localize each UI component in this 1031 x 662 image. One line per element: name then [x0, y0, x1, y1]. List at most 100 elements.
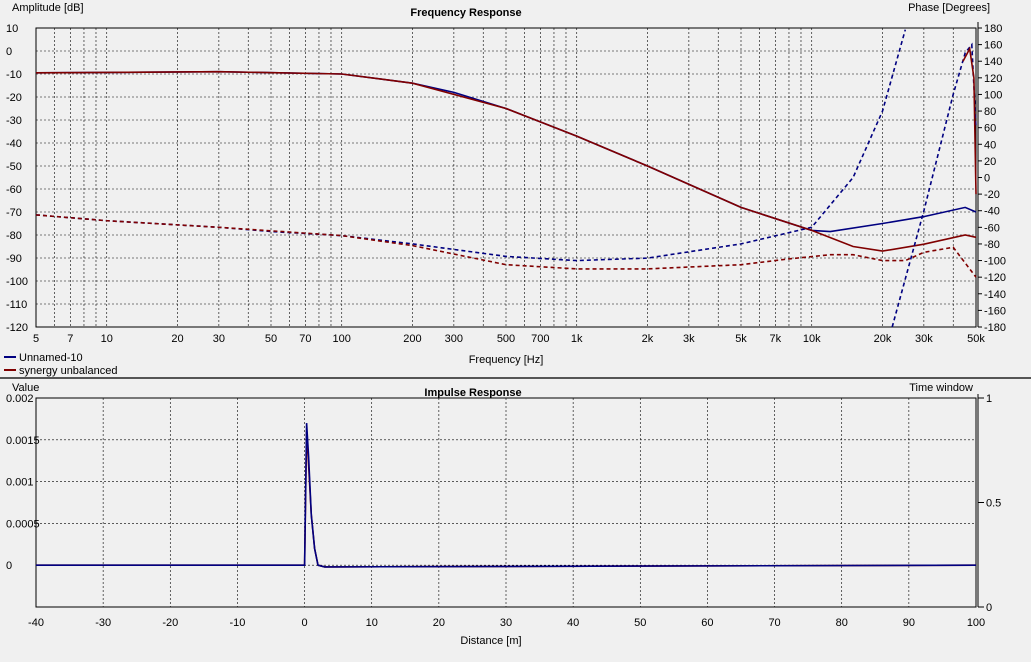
fr-ytick-label: -120: [6, 322, 28, 334]
fr-xtick-label: 200: [403, 333, 421, 345]
ir-xlabel: Distance [m]: [460, 635, 521, 647]
fr-title: Frequency Response: [410, 7, 521, 19]
ir-xtick-label: 10: [366, 617, 378, 629]
fr-xtick-label: 2k: [642, 333, 654, 345]
fr-xtick-label: 7: [67, 333, 73, 345]
frequency-response-panel: 5 7 10 20 30 50 70 100 200 300 500 700 1k 2k 3k 5k 7k 10k…: [4, 2, 1006, 377]
fr-ytick-label: -100: [6, 276, 28, 288]
legend-label-synergy-unbalanced: synergy unbalanced: [19, 365, 117, 377]
ir-xtick-label: 70: [768, 617, 780, 629]
fr-y2tick-label: -100: [984, 256, 1006, 268]
fr-ytick-label: 10: [6, 23, 18, 35]
fr-ytick-label: -30: [6, 115, 22, 127]
ir-ytick-label: 0.0005: [6, 518, 40, 530]
fr-y2tick-label: -120: [984, 272, 1006, 284]
fr-ytick-label: -50: [6, 161, 22, 173]
ir-xtick-label: -40: [28, 617, 44, 629]
legend: Unnamed-10 synergy unbalanced: [4, 352, 117, 377]
fr-xtick-label: 500: [497, 333, 515, 345]
fr-xtick-label: 1k: [571, 333, 583, 345]
fr-y2tick-label: -180: [984, 322, 1006, 334]
ir-series-line-1: [36, 423, 977, 568]
fr-y2tick-label: 80: [984, 106, 996, 118]
fr-xtick-label: 30k: [915, 333, 933, 345]
fr-series-line-5: [962, 46, 977, 195]
fr-y2tick-label: 120: [984, 73, 1002, 85]
ir-xtick-label: 20: [433, 617, 445, 629]
fr-xtick-label: 5k: [735, 333, 747, 345]
fr-y2label: Phase [Degrees]: [908, 2, 990, 14]
fr-ytick-label: -40: [6, 138, 22, 150]
fr-y2tick-label: 60: [984, 123, 996, 135]
fr-ytick-label: -80: [6, 230, 22, 242]
ir-xtick-label: 60: [701, 617, 713, 629]
fr-ytick-label: -90: [6, 253, 22, 265]
ir-xtick-label: -30: [95, 617, 111, 629]
ir-tick-labels: -40 -30 -20 -10 0 10 20 30 40 50 60 70 80 90 1000.0020…: [6, 393, 1001, 629]
ir-xtick-label: 40: [567, 617, 579, 629]
fr-y2tick-label: 20: [984, 156, 996, 168]
fr-xtick-label: 100: [333, 333, 351, 345]
ir-y2tick-label: 0.5: [986, 498, 1001, 510]
fr-y2tick-label: 160: [984, 40, 1002, 52]
ir-title: Impulse Response: [424, 387, 521, 399]
fr-ylabel: Amplitude [dB]: [12, 2, 84, 14]
ir-ytick-label: 0.0015: [6, 435, 40, 447]
ir-xtick-label: 100: [967, 617, 985, 629]
ir-xtick-label: -20: [162, 617, 178, 629]
fr-tick-labels: 5 7 10 20 30 50 70 100 200 300 500 700 1k 2k 3k 5k 7k 10k…: [6, 22, 1006, 345]
ir-xtick-label: 50: [634, 617, 646, 629]
fr-xtick-label: 10: [101, 333, 113, 345]
fr-xtick-label: 20: [171, 333, 183, 345]
fr-ytick-label: -70: [6, 207, 22, 219]
fr-xtick-label: 7k: [770, 333, 782, 345]
ir-xtick-label: 30: [500, 617, 512, 629]
fr-xtick-label: 10k: [803, 333, 821, 345]
ir-xtick-label: 90: [903, 617, 915, 629]
fr-xtick-label: 50k: [967, 333, 985, 345]
ir-xtick-label: 0: [302, 617, 308, 629]
fr-y2tick-label: -20: [984, 189, 1000, 201]
fr-y2tick-label: -140: [984, 289, 1006, 301]
ir-ylabel: Value: [12, 382, 39, 394]
fr-y2tick-label: -40: [984, 206, 1000, 218]
fr-ytick-label: -60: [6, 184, 22, 196]
fr-ytick-label: -110: [6, 299, 27, 311]
fr-xtick-label: 5: [33, 333, 39, 345]
fr-y2tick-label: 0: [984, 173, 990, 185]
fr-ytick-label: -10: [6, 69, 22, 81]
fr-ytick-label: -20: [6, 92, 22, 104]
ir-y2tick-label: 1: [986, 393, 992, 405]
fr-series-line-2: [35, 70, 977, 252]
fr-xtick-label: 30: [213, 333, 225, 345]
ir-y2tick-label: 0: [986, 602, 992, 614]
fr-series-group: [35, 29, 977, 328]
impulse-response-panel: -40 -30 -20 -10 0 10 20 30 40 50 60 70 80 90 1000.0020…: [6, 382, 1001, 647]
fr-y2tick-label: 140: [984, 56, 1002, 68]
fr-ytick-label: 0: [6, 46, 12, 58]
legend-label-unnamed-10: Unnamed-10: [19, 352, 83, 364]
fr-y2tick-label: 180: [984, 23, 1002, 35]
ir-xtick-label: 80: [836, 617, 848, 629]
fr-y2tick-label: 100: [984, 89, 1002, 101]
fr-xlabel: Frequency [Hz]: [469, 354, 544, 366]
ir-ytick-label: 0: [6, 560, 12, 572]
ir-y2label: Time window: [909, 382, 973, 394]
fr-xtick-label: 700: [531, 333, 549, 345]
fr-series-line-4: [891, 42, 977, 328]
fr-xtick-label: 300: [445, 333, 463, 345]
fr-grid: [35, 27, 977, 328]
fr-y2tick-label: -60: [984, 222, 1000, 234]
fr-y2tick-label: -80: [984, 239, 1000, 251]
fr-xtick-label: 70: [299, 333, 311, 345]
ir-series-group: [36, 423, 977, 568]
fr-xtick-label: 20k: [874, 333, 892, 345]
fr-y2tick-label: 40: [984, 139, 996, 151]
fr-xtick-label: 3k: [683, 333, 695, 345]
fr-xtick-label: 50: [265, 333, 277, 345]
ir-ytick-label: 0.001: [6, 477, 34, 489]
fr-series-line-3: [35, 214, 977, 278]
fr-y2tick-label: -160: [984, 305, 1006, 317]
